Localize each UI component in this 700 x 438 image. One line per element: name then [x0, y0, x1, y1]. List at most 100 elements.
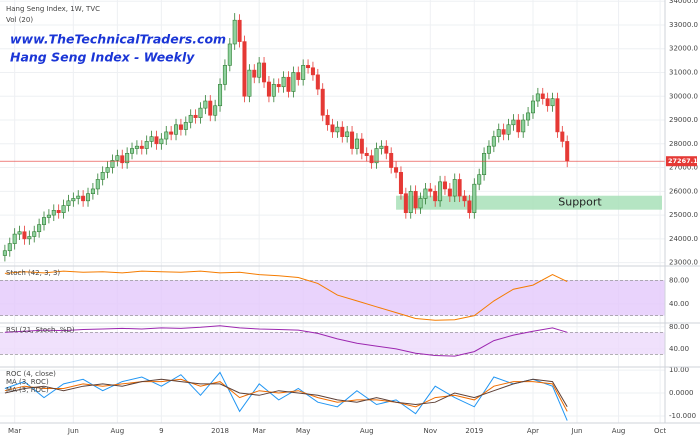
- candle-body: [174, 124, 179, 135]
- y-tick-label: 24000.0: [669, 235, 698, 243]
- candle-body: [340, 126, 345, 137]
- y-tick-label: 31000.0: [669, 68, 698, 76]
- candle-body: [262, 62, 267, 83]
- candle-body: [86, 193, 91, 202]
- candle-body: [237, 19, 242, 42]
- candle-body: [110, 160, 115, 168]
- candle-body: [565, 141, 570, 162]
- candle-body: [271, 84, 276, 97]
- candle-body: [32, 231, 37, 237]
- candle-body: [535, 93, 540, 102]
- candle-body: [545, 98, 550, 107]
- last-price-tag: [666, 156, 697, 167]
- candle-body: [61, 205, 66, 214]
- candle-body: [408, 191, 413, 214]
- candle-body: [81, 195, 86, 202]
- candle-body: [516, 119, 521, 133]
- candle-body: [315, 74, 320, 90]
- candle-body: [139, 145, 144, 149]
- candle-body: [438, 181, 443, 202]
- x-tick-label: May: [296, 427, 310, 435]
- candle-body: [389, 152, 394, 168]
- candle-body: [71, 198, 76, 202]
- candle-body: [350, 131, 355, 149]
- candle-body: [394, 167, 399, 173]
- candle-body: [486, 145, 491, 154]
- candle-body: [149, 136, 154, 142]
- y-tick-label: 80.00: [669, 276, 689, 284]
- candle-body: [154, 136, 159, 145]
- candle-body: [232, 19, 237, 45]
- x-tick-label: Jun: [571, 427, 583, 435]
- candle-body: [398, 172, 403, 194]
- chart-title: Hang Seng Index, 1W, TVC: [6, 5, 100, 13]
- candle-body: [37, 224, 42, 233]
- indicator-line: [4, 270, 568, 321]
- y-tick-label: 23000.0: [669, 259, 698, 267]
- candle-body: [296, 72, 301, 80]
- candle-body: [105, 167, 110, 173]
- candle-body: [345, 131, 350, 137]
- x-tick-label: Nov: [423, 427, 437, 435]
- candle-body: [306, 65, 311, 69]
- candle-body: [462, 195, 467, 202]
- candle-body: [227, 43, 232, 66]
- candle-body: [257, 62, 262, 78]
- x-tick-label: Apr: [527, 427, 539, 435]
- candle-body: [530, 100, 535, 114]
- candle-body: [496, 129, 501, 137]
- candle-body: [115, 155, 120, 161]
- candle-body: [335, 126, 340, 133]
- candle-body: [364, 152, 369, 156]
- y-tick-label: 28000.0: [669, 140, 698, 148]
- candle-body: [76, 195, 81, 199]
- candle-body: [276, 84, 281, 88]
- watermark: Hang Seng Index - Weekly: [10, 50, 195, 65]
- candle-body: [12, 233, 17, 244]
- candle-body: [467, 200, 472, 214]
- indicator-line: [4, 371, 568, 421]
- candle-body: [188, 114, 193, 123]
- x-tick-label: Mar: [8, 427, 21, 435]
- candle-body: [95, 179, 100, 190]
- y-tick-label: -10.000: [669, 412, 696, 420]
- candle-body: [208, 100, 213, 116]
- candle-body: [477, 174, 482, 185]
- x-tick-label: Aug: [360, 427, 374, 435]
- candle-body: [56, 210, 61, 214]
- candle-body: [379, 145, 384, 149]
- candle-body: [442, 181, 447, 190]
- indicator-line: [4, 378, 568, 408]
- candle-body: [193, 114, 198, 118]
- candle-body: [310, 67, 315, 76]
- candle-body: [330, 124, 335, 133]
- x-tick-label: Aug: [612, 427, 626, 435]
- candle-body: [22, 231, 27, 240]
- y-tick-label: 29000.0: [669, 116, 698, 124]
- candle-body: [130, 148, 135, 154]
- candle-body: [428, 188, 433, 192]
- candle-body: [359, 138, 364, 154]
- candle-body: [286, 76, 291, 92]
- watermark: www.TheTechnicalTraders.com: [10, 32, 226, 47]
- candle-body: [403, 193, 408, 214]
- y-tick-label: 0.0000: [669, 389, 694, 397]
- candle-body: [213, 105, 218, 116]
- candle-body: [374, 148, 379, 164]
- candle-body: [218, 84, 223, 107]
- x-tick-label: 9: [159, 427, 163, 435]
- candle-body: [41, 217, 47, 225]
- x-tick-label: Jun: [67, 427, 79, 435]
- y-tick-label: 40.00: [669, 300, 689, 308]
- candle-body: [291, 72, 296, 92]
- candle-body: [354, 138, 359, 149]
- indicator-band: [0, 280, 665, 316]
- candle-body: [100, 172, 105, 180]
- candle-body: [521, 119, 526, 133]
- x-tick-label: Aug: [111, 427, 125, 435]
- legend-entry: MA (3, ROC): [6, 378, 49, 386]
- legend-entry: Stoch (42, 3, 3): [6, 269, 60, 277]
- candle-body: [183, 122, 188, 130]
